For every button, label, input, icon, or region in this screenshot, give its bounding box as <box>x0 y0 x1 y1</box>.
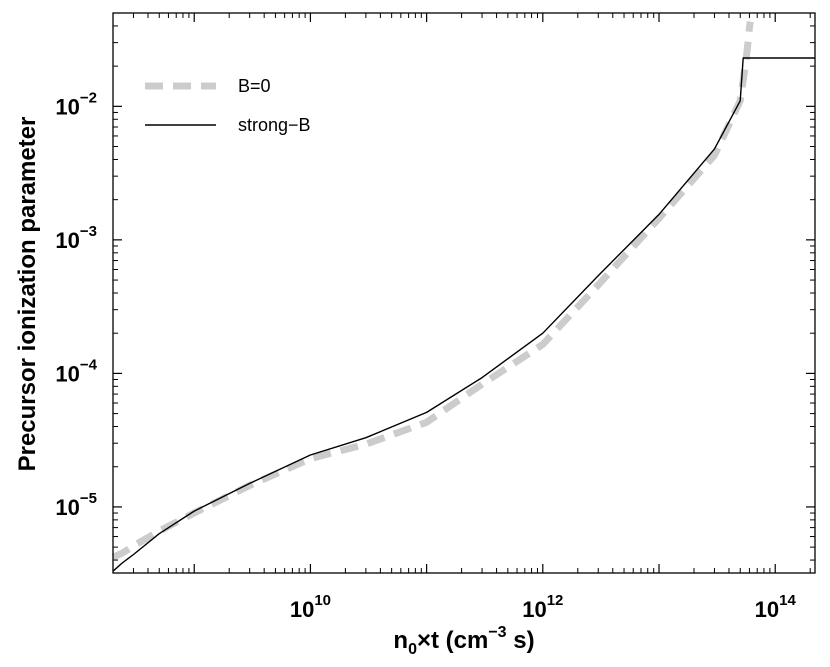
legend-label-strong-b: strong−B <box>238 115 311 135</box>
x-tick-label: 1014 <box>755 592 797 622</box>
y-tick-label: 10−2 <box>55 89 97 119</box>
legend-label-b0: B=0 <box>238 76 271 96</box>
x-tick-label: 1012 <box>522 592 563 622</box>
ticks-layer <box>112 12 815 573</box>
y-tick-label: 10−5 <box>55 490 97 520</box>
y-tick-label: 10−3 <box>55 223 97 253</box>
x-axis-title: n0×t (cm−3 s) <box>393 624 534 658</box>
series-layer <box>111 21 815 572</box>
x-tick-label: 1010 <box>290 592 331 622</box>
y-tick-label: 10−4 <box>55 356 97 386</box>
legend: B=0 strong−B <box>145 76 311 135</box>
plot-frame <box>112 12 816 574</box>
series-line-0 <box>111 21 754 561</box>
y-axis-title: Precursor ionization parameter <box>14 117 41 472</box>
tick-labels: 1010 1012 1014 10−5 10−4 10−3 10−2 <box>55 89 796 622</box>
series-line-1 <box>112 57 815 572</box>
